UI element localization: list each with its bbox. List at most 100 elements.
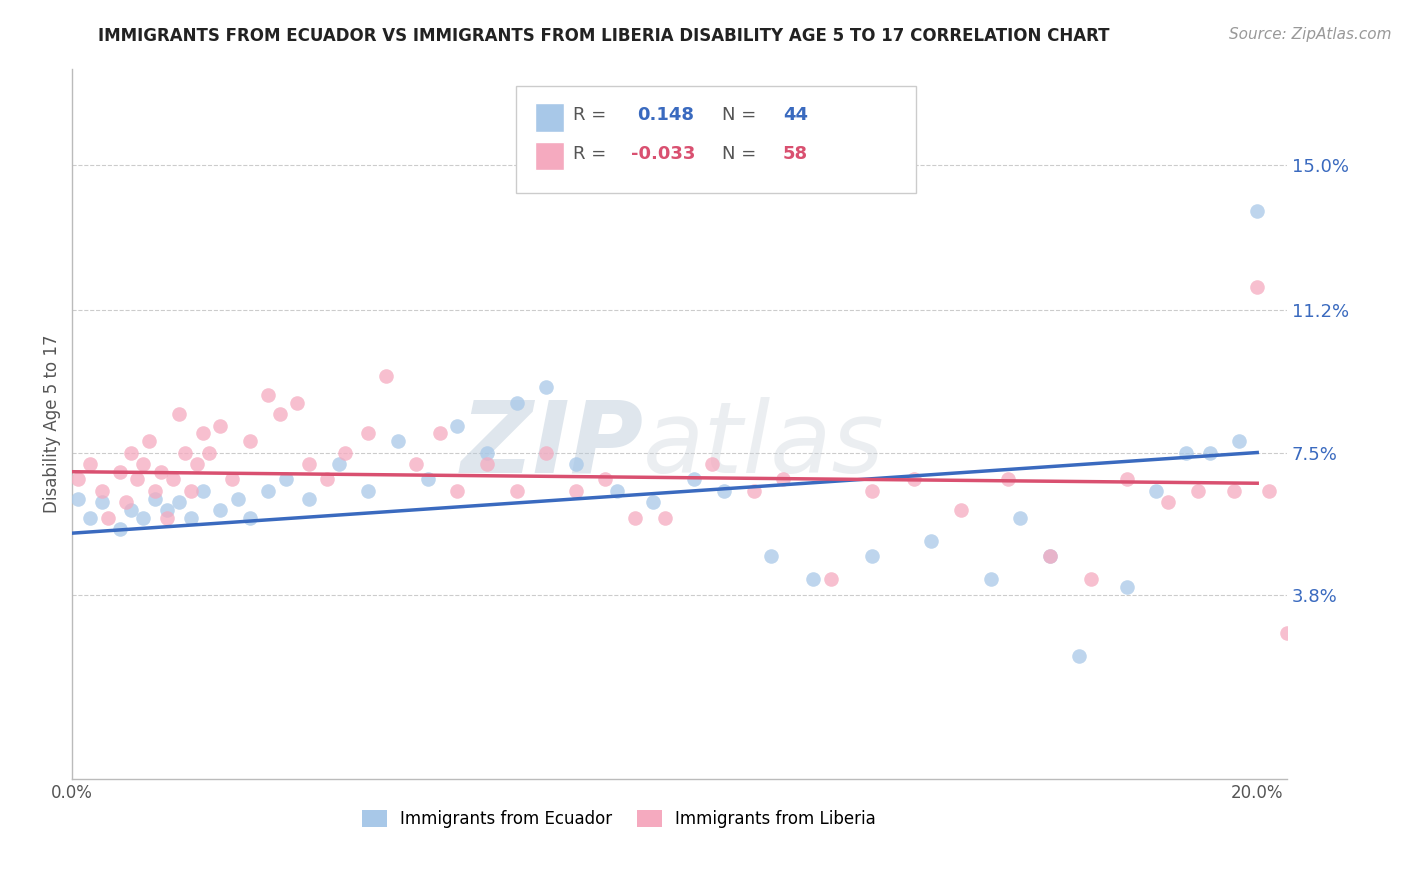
- Text: -0.033: -0.033: [631, 145, 696, 162]
- Point: [1198, 445, 1220, 459]
- Point: [186, 457, 208, 471]
- Point: [67, 472, 90, 486]
- Point: [1222, 483, 1244, 498]
- Point: [446, 418, 468, 433]
- Point: [132, 510, 155, 524]
- Point: [534, 380, 557, 394]
- Point: [143, 483, 166, 498]
- Point: [143, 491, 166, 506]
- Point: [150, 465, 173, 479]
- Point: [180, 510, 202, 524]
- Point: [357, 483, 380, 498]
- Point: [1069, 648, 1091, 663]
- Point: [565, 457, 588, 471]
- Point: [565, 483, 588, 498]
- Text: Source: ZipAtlas.com: Source: ZipAtlas.com: [1229, 27, 1392, 42]
- Point: [239, 510, 262, 524]
- Text: IMMIGRANTS FROM ECUADOR VS IMMIGRANTS FROM LIBERIA DISABILITY AGE 5 TO 17 CORREL: IMMIGRANTS FROM ECUADOR VS IMMIGRANTS FR…: [98, 27, 1109, 45]
- Point: [1229, 434, 1251, 448]
- Text: atlas: atlas: [643, 397, 884, 493]
- Point: [654, 510, 676, 524]
- Point: [239, 434, 262, 448]
- Point: [949, 503, 972, 517]
- Point: [333, 445, 356, 459]
- Point: [1080, 572, 1102, 586]
- Point: [860, 549, 883, 564]
- Point: [772, 472, 794, 486]
- Point: [375, 368, 398, 383]
- Point: [173, 445, 195, 459]
- Point: [180, 483, 202, 498]
- Text: R =: R =: [572, 105, 606, 124]
- Point: [90, 483, 112, 498]
- Point: [156, 510, 179, 524]
- Point: [209, 503, 232, 517]
- Point: [138, 434, 160, 448]
- Point: [801, 572, 824, 586]
- Point: [820, 572, 842, 586]
- Text: 58: 58: [783, 145, 808, 162]
- Point: [860, 483, 883, 498]
- Point: [1115, 472, 1137, 486]
- Point: [287, 395, 309, 409]
- Point: [742, 483, 765, 498]
- Point: [475, 445, 498, 459]
- Point: [997, 472, 1019, 486]
- Point: [274, 472, 297, 486]
- Point: [256, 483, 278, 498]
- Point: [167, 407, 190, 421]
- Point: [162, 472, 184, 486]
- Point: [90, 495, 112, 509]
- Point: [1275, 626, 1298, 640]
- Point: [713, 483, 735, 498]
- Point: [761, 549, 783, 564]
- Point: [298, 491, 321, 506]
- Point: [980, 572, 1002, 586]
- Point: [191, 483, 214, 498]
- Point: [221, 472, 243, 486]
- Point: [387, 434, 409, 448]
- Legend: Immigrants from Ecuador, Immigrants from Liberia: Immigrants from Ecuador, Immigrants from…: [354, 803, 883, 835]
- Point: [1246, 203, 1268, 218]
- Point: [700, 457, 723, 471]
- Text: 44: 44: [783, 105, 808, 124]
- Point: [1246, 280, 1268, 294]
- Point: [416, 472, 439, 486]
- Text: R =: R =: [572, 145, 606, 162]
- Point: [79, 510, 101, 524]
- Point: [475, 457, 498, 471]
- Point: [1187, 483, 1209, 498]
- Point: [121, 503, 143, 517]
- Point: [429, 426, 451, 441]
- Point: [624, 510, 647, 524]
- Point: [1039, 549, 1062, 564]
- Point: [67, 491, 90, 506]
- Point: [920, 533, 942, 548]
- Point: [209, 418, 232, 433]
- Point: [1258, 483, 1281, 498]
- FancyBboxPatch shape: [536, 103, 564, 132]
- Point: [226, 491, 249, 506]
- Point: [316, 472, 339, 486]
- Point: [1157, 495, 1180, 509]
- Point: [156, 503, 179, 517]
- Point: [127, 472, 149, 486]
- Text: ZIP: ZIP: [460, 397, 643, 493]
- Point: [683, 472, 706, 486]
- Point: [505, 483, 527, 498]
- Point: [505, 395, 527, 409]
- Point: [298, 457, 321, 471]
- Point: [903, 472, 925, 486]
- Point: [446, 483, 468, 498]
- Point: [328, 457, 350, 471]
- Point: [114, 495, 136, 509]
- Point: [1115, 580, 1137, 594]
- Point: [79, 457, 101, 471]
- Point: [108, 465, 131, 479]
- Y-axis label: Disability Age 5 to 17: Disability Age 5 to 17: [44, 334, 60, 513]
- Point: [132, 457, 155, 471]
- Point: [1010, 510, 1032, 524]
- Point: [256, 388, 278, 402]
- Point: [108, 522, 131, 536]
- Point: [405, 457, 427, 471]
